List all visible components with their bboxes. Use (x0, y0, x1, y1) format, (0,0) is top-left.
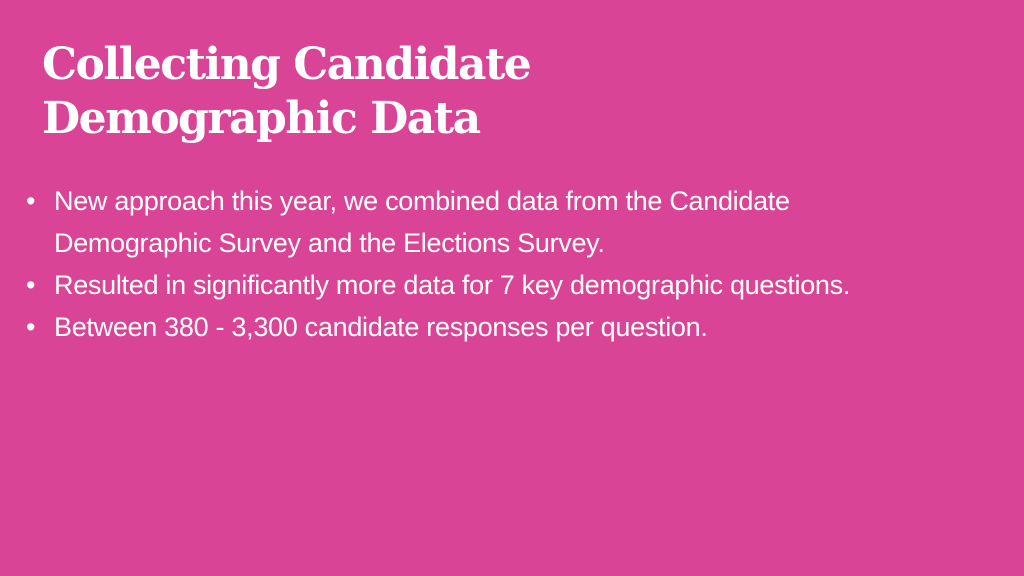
bullet-list: New approach this year, we combined data… (24, 180, 850, 348)
title-line: Demographic Data (42, 93, 481, 144)
bullet: Between 380 - 3,300 candidate responses … (24, 306, 850, 348)
bullet-line: New approach this year, we combined data… (54, 186, 790, 216)
bullet-line: Between 380 - 3,300 candidate responses … (54, 312, 708, 342)
title-line: Collecting Candidate (42, 39, 532, 90)
bullet: New approach this year, we combined data… (24, 180, 850, 264)
bullet-line: Resulted in significantly more data for … (54, 270, 851, 300)
slide-title: Collecting Candidate Demographic Data (42, 38, 532, 146)
bullet-line: Demographic Survey and the Elections Sur… (54, 228, 605, 258)
bullet: Resulted in significantly more data for … (24, 264, 850, 306)
